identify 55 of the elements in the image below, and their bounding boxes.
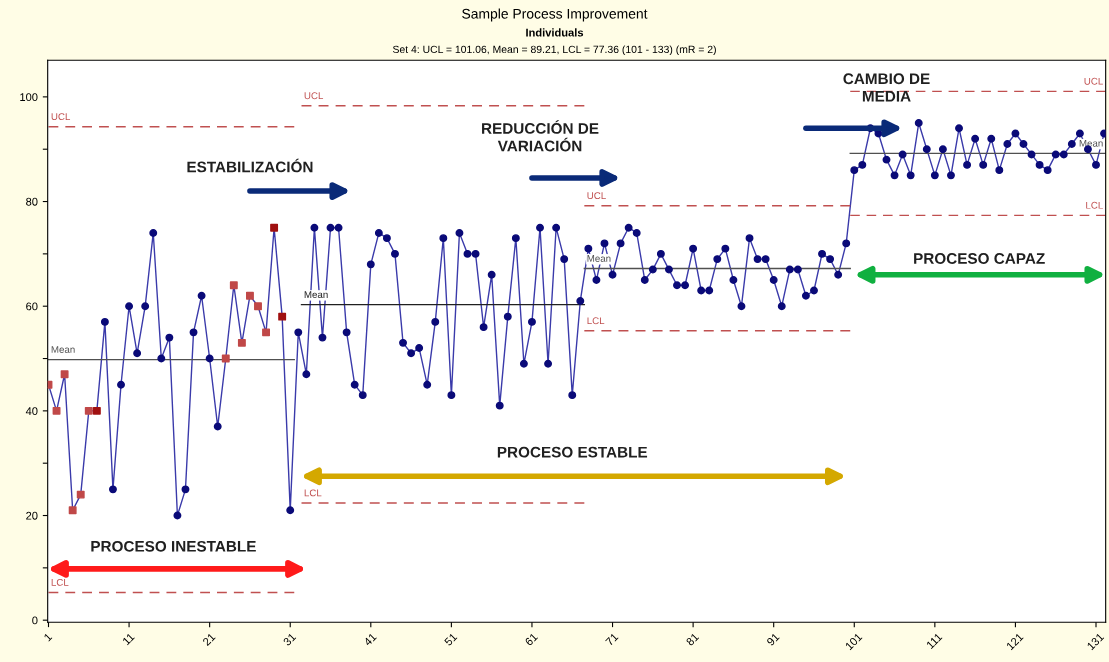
annotation: PROCESO INESTABLE [91,540,256,552]
point [254,302,262,311]
annotation: ESTABILIZACIÓN [187,158,313,173]
annotation: PROCESO ESTABLE [497,446,648,458]
chart-title: Sample Process Improvement [462,8,648,22]
x-tick-label: 111 [926,632,943,650]
annotation: CAMBIO DE MEDIA [843,73,930,102]
y-tick-label: 100 [20,93,38,102]
y-tick-label: 40 [25,407,38,415]
series-label: LCL [1086,201,1103,209]
x-tick-label: 51 [443,632,458,647]
x-tick-label: 101 [844,632,863,651]
series-label: UCL [1084,77,1103,85]
point [245,291,254,300]
x-tick-label: 71 [605,632,619,647]
series-label: LCL [51,578,69,586]
y-tick-label: 0 [32,616,38,625]
point [278,312,287,321]
point [270,223,279,232]
point [60,370,69,379]
point [229,281,238,290]
chart-subtitle: Individuals [526,28,584,37]
point [221,354,230,363]
x-tick-label: 121 [1006,632,1024,651]
y-tick-label: 60 [26,302,38,311]
series-label: LCL [304,489,322,497]
x-tick-label: 61 [524,632,539,647]
point [68,506,77,515]
series-label: UCL [304,92,324,100]
series-label: Mean [304,291,328,298]
text: Set 4: UCL = 101.06, Mean = 89.21, LCL = 77.36 (101 - 133) (mR = 2) [392,45,716,56]
series-label: Mean [51,346,75,353]
series-label: LCL [587,317,605,325]
series-label: UCL [587,192,606,200]
series-label: Mean [1079,139,1103,147]
x-tick-label: 91 [766,632,780,647]
series-label: Mean [587,255,611,262]
x-tick-label: 31 [282,632,297,647]
x-tick-label: 81 [685,632,700,647]
point [84,406,93,415]
annotation: PROCESO CAPAZ [914,253,1045,264]
y-tick-label: 20 [26,511,38,520]
x-tick-label: 21 [202,632,216,647]
x-tick-label: 1 [43,632,53,642]
point [237,338,246,347]
y-tick-label: 80 [26,197,38,206]
point [262,328,271,337]
x-tick-label: 41 [363,632,377,647]
annotation: REDUCCIÓN DE VARIACIÓN [482,120,599,152]
series-label: UCL [51,113,71,121]
x-tick-label: 131 [1086,632,1105,651]
x-tick-label: 11 [122,632,135,646]
point [76,490,85,499]
point [52,406,61,415]
point [92,406,101,415]
